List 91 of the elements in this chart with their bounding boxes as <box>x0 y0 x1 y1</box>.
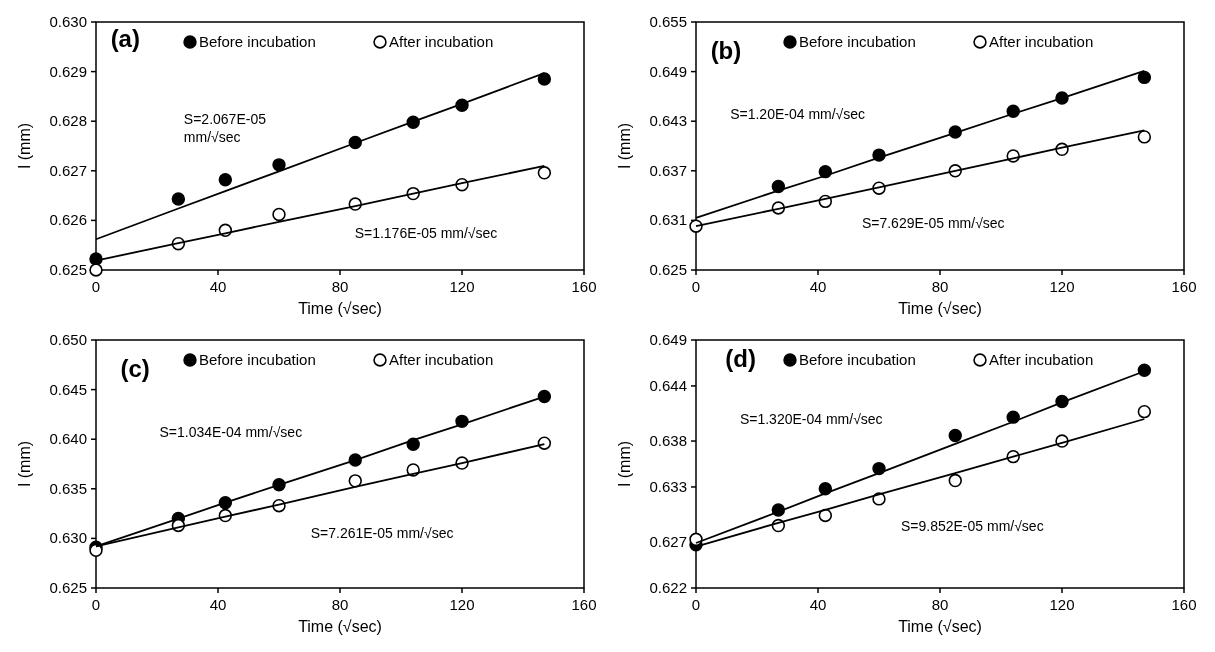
annotation: (a) <box>110 24 140 52</box>
point <box>689 532 703 547</box>
point <box>537 166 552 180</box>
x-tick-label: 40 <box>209 596 227 613</box>
x-tick-label: 160 <box>1171 596 1197 613</box>
y-tick-label: 0.622 <box>649 579 687 596</box>
legend-label: Before incubation <box>799 33 916 50</box>
legend-label: Before incubation <box>199 351 316 368</box>
legend-label: After incubation <box>989 33 1094 50</box>
y-tick-label: 0.629 <box>49 62 87 80</box>
y-tick-label: 0.631 <box>649 211 687 229</box>
annotation: S=2.067E-05 mm/√sec <box>183 110 267 145</box>
x-axis-title: Time (√sec) <box>298 300 382 317</box>
y-tick-label: 0.655 <box>649 13 687 30</box>
annotation: (c) <box>120 355 150 383</box>
y-tick-label: 0.625 <box>49 579 87 596</box>
annotation: S=1.320E-04 mm/√sec <box>739 411 883 428</box>
point <box>272 158 286 172</box>
y-tick-label: 0.633 <box>649 477 687 495</box>
x-tick-label: 40 <box>209 278 227 295</box>
annotation: S=7.629E-05 mm/√sec <box>861 214 1005 231</box>
x-tick-label: 80 <box>331 596 349 613</box>
y-tick-label: 0.630 <box>49 13 87 30</box>
y-axis-title: I (mm) <box>616 122 633 170</box>
x-tick-label: 120 <box>1049 278 1075 295</box>
legend-label: After incubation <box>989 351 1094 368</box>
point <box>1137 70 1152 85</box>
y-tick-label: 0.644 <box>649 376 687 394</box>
y-tick-label: 0.637 <box>649 161 687 179</box>
point <box>1137 363 1152 378</box>
x-axis-title: Time (√sec) <box>898 300 982 317</box>
x-tick-label: 0 <box>91 596 101 613</box>
y-axis-title: I (mm) <box>16 122 33 170</box>
legend-label: Before incubation <box>199 33 316 50</box>
x-axis-title: Time (√sec) <box>298 618 382 635</box>
x-tick-label: 160 <box>1171 278 1197 295</box>
annotation: S=9.852E-05 mm/√sec <box>900 517 1044 534</box>
y-tick-label: 0.625 <box>649 261 687 278</box>
y-axis-title: I (mm) <box>16 440 33 488</box>
x-tick-label: 40 <box>809 596 827 613</box>
point <box>537 389 552 404</box>
y-tick-label: 0.649 <box>649 62 687 80</box>
x-tick-label: 80 <box>931 596 949 613</box>
point <box>272 207 286 222</box>
x-tick-label: 0 <box>691 596 701 613</box>
x-tick-label: 0 <box>91 278 101 295</box>
annotation: S=7.261E-05 mm/√sec <box>310 525 454 542</box>
point <box>1137 404 1152 419</box>
annotation: S=1.20E-04 mm/√sec <box>730 105 866 122</box>
y-tick-label: 0.627 <box>49 161 87 179</box>
y-tick-label: 0.645 <box>49 380 87 398</box>
x-tick-label: 120 <box>449 278 475 295</box>
annotation: S=1.034E-04 mm/√sec <box>159 423 303 440</box>
point <box>948 428 962 443</box>
x-tick-label: 80 <box>931 278 949 295</box>
y-tick-label: 0.627 <box>649 533 687 551</box>
y-tick-label: 0.643 <box>649 112 687 130</box>
annotation: (d) <box>725 345 756 373</box>
point <box>348 474 362 488</box>
y-tick-label: 0.626 <box>49 211 87 229</box>
point <box>948 473 962 488</box>
legend-label: Before incubation <box>799 351 916 368</box>
point <box>218 173 233 187</box>
point <box>818 508 833 523</box>
y-tick-label: 0.628 <box>49 112 87 130</box>
x-axis-title: Time (√sec) <box>898 618 982 635</box>
y-tick-label: 0.635 <box>49 479 87 497</box>
legend-label: After incubation <box>389 33 494 50</box>
y-tick-label: 0.650 <box>49 331 87 348</box>
y-tick-label: 0.649 <box>649 331 687 348</box>
point <box>1137 130 1152 144</box>
point <box>89 263 103 277</box>
x-tick-label: 120 <box>449 596 475 613</box>
legend-label: After incubation <box>389 351 494 368</box>
y-tick-label: 0.625 <box>49 261 87 278</box>
annotation: (b) <box>710 37 742 65</box>
y-axis-title: I (mm) <box>616 440 633 488</box>
annotation: S=1.176E-05 mm/√sec <box>354 224 498 241</box>
y-tick-label: 0.640 <box>49 430 87 448</box>
x-tick-label: 160 <box>571 596 597 613</box>
point <box>537 72 552 86</box>
point <box>537 436 552 450</box>
x-tick-label: 120 <box>1049 596 1075 613</box>
x-tick-label: 40 <box>809 278 827 295</box>
x-tick-label: 80 <box>331 278 349 295</box>
y-tick-label: 0.630 <box>49 529 87 547</box>
point <box>171 192 186 206</box>
point <box>689 219 703 233</box>
y-tick-label: 0.638 <box>649 432 687 450</box>
x-tick-label: 0 <box>691 278 701 295</box>
x-tick-label: 160 <box>571 278 597 295</box>
